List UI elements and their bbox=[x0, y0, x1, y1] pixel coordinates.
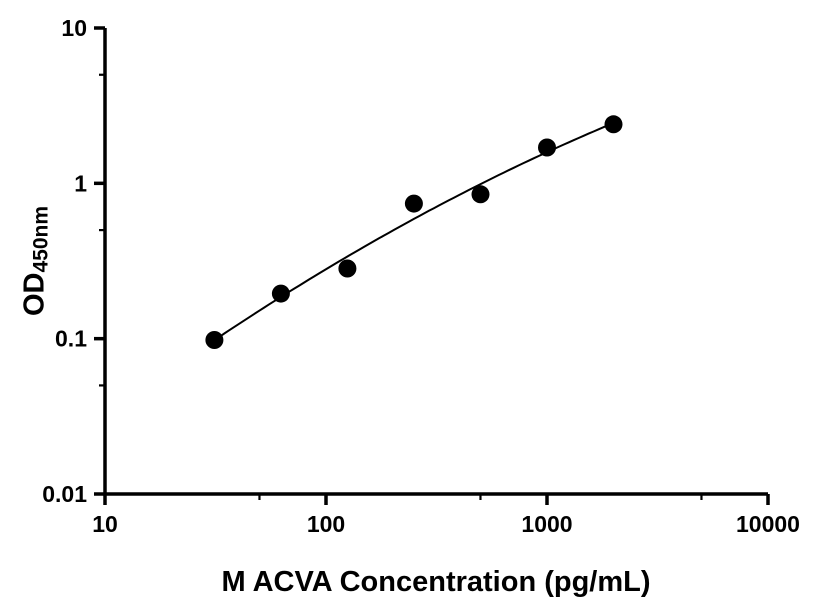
axes bbox=[103, 28, 768, 496]
x-tick-label: 10000 bbox=[736, 511, 800, 537]
x-axis-label: M ACVA Concentration (pg/mL) bbox=[221, 566, 651, 598]
y-tick-label: 0.01 bbox=[42, 481, 87, 507]
y-tick-label: 1 bbox=[74, 170, 87, 196]
data-point bbox=[471, 185, 490, 204]
fit-curve bbox=[213, 122, 614, 342]
data-point bbox=[404, 194, 423, 213]
data-point bbox=[538, 138, 556, 157]
y-axis-label-main: OD bbox=[18, 272, 51, 317]
y-tick-label: 10 bbox=[61, 15, 87, 41]
data-point bbox=[604, 115, 623, 134]
x-tick-label: 1000 bbox=[521, 511, 572, 537]
y-axis-label-subscript: 450nm bbox=[29, 205, 53, 273]
x-tick-label: 10 bbox=[92, 511, 118, 537]
data-point bbox=[205, 331, 224, 349]
y-axis-label: OD450nm bbox=[19, 206, 54, 316]
y-tick-label: 0.1 bbox=[55, 326, 87, 352]
x-tick-label: 100 bbox=[307, 511, 345, 537]
data-point bbox=[271, 284, 290, 303]
data-point bbox=[338, 259, 357, 278]
